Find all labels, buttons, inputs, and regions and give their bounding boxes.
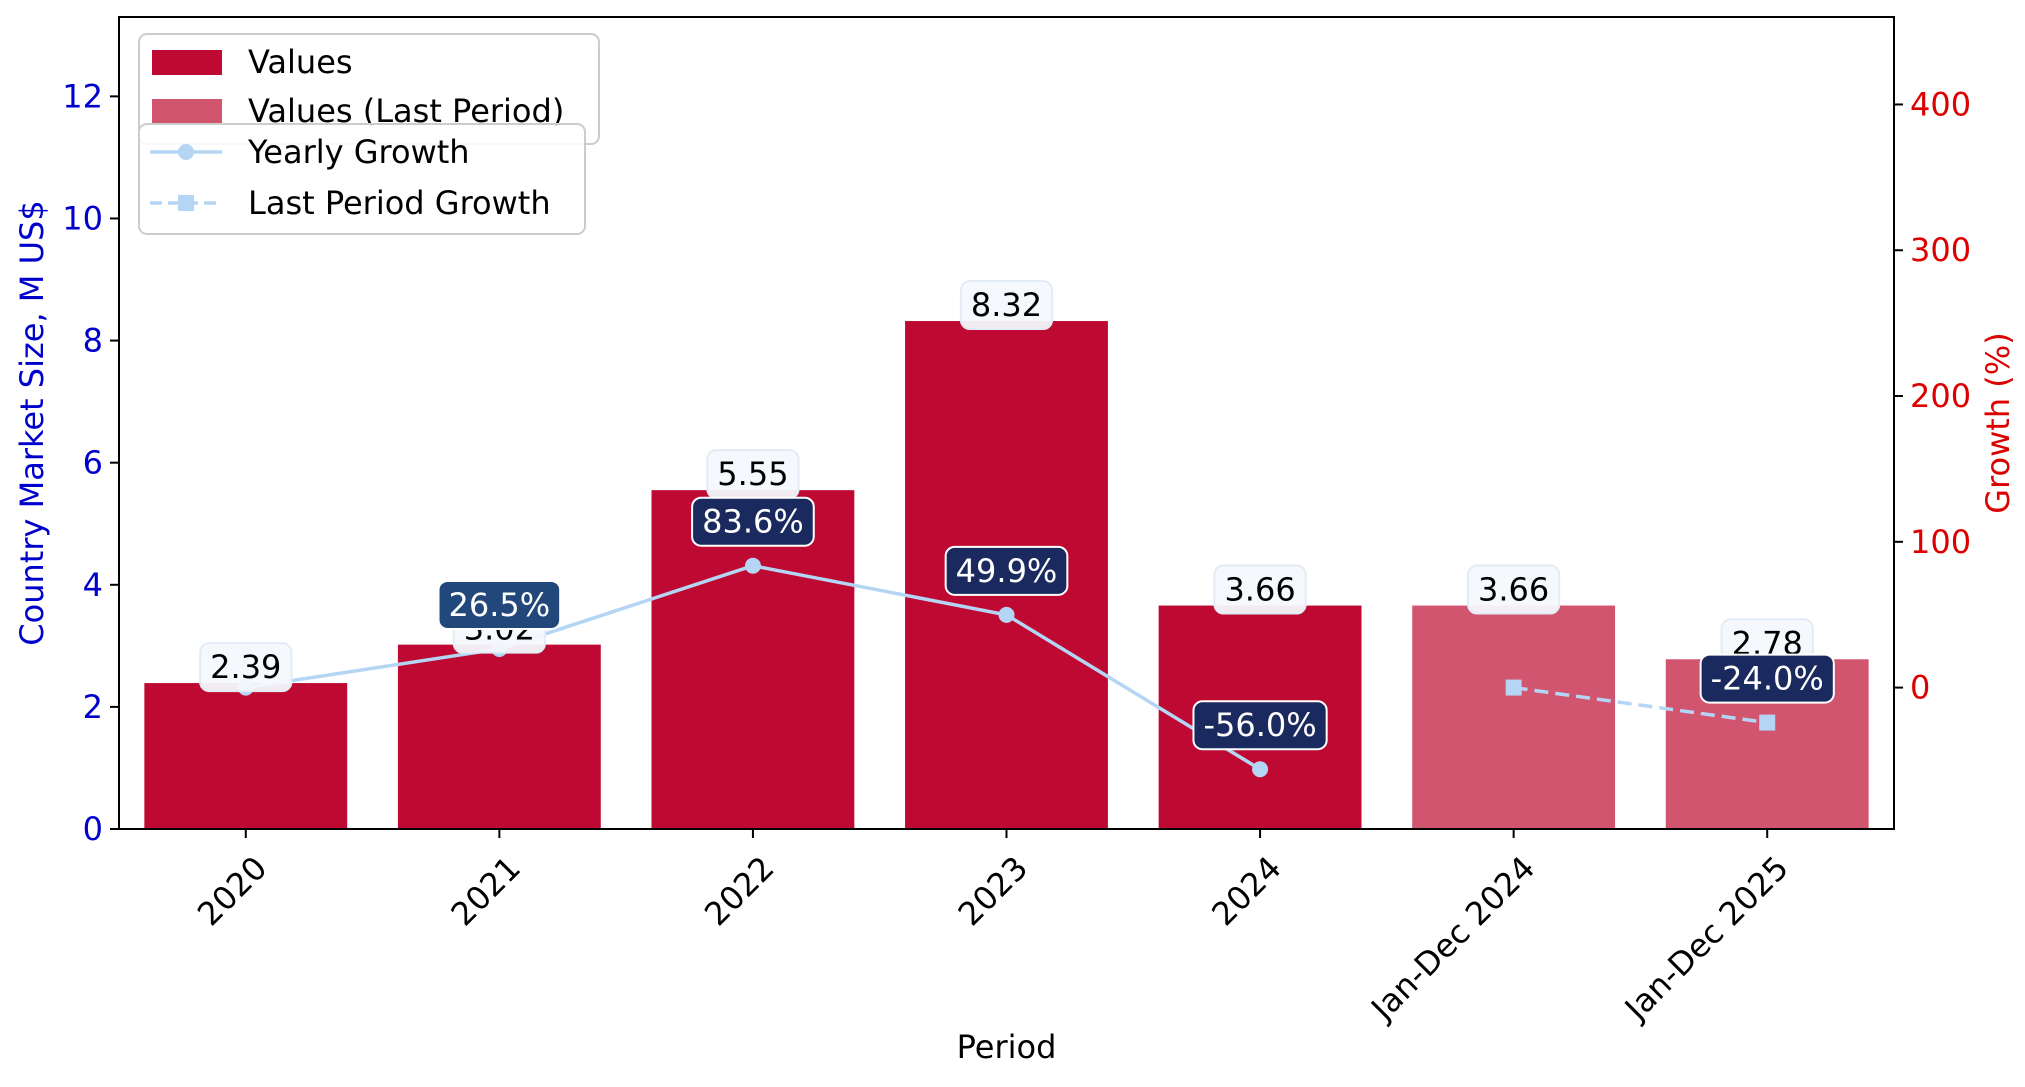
right-tick-label-200: 200 [1910,377,1971,415]
legend-label-values: Values [248,43,353,81]
legend-lines: Yearly Growth Last Period Growth [138,123,586,235]
growth-label-1: 26.5% [437,579,562,630]
bar-label-0-text: 2.39 [210,648,281,686]
bar-label-5: 3.66 [1467,564,1561,615]
legend-swatch-last-period [152,99,222,124]
left-tick-label-0: 0 [83,810,103,848]
bar-last-period-5 [1412,605,1616,829]
growth-label-3-text: 49.9% [956,552,1058,590]
right-axis-title: Growth (%) [1979,332,2017,513]
legend-marker-last-period-growth [178,195,194,211]
right-tick-label-100: 100 [1910,523,1971,561]
left-tick-label-2: 2 [83,688,103,726]
growth-label-3: 49.9% [944,545,1069,596]
bar-label-5-text: 3.66 [1478,571,1549,609]
left-tick-label-12: 12 [62,77,103,115]
growth-label-6-text: -24.0% [1711,660,1824,698]
data-labels-layer: 2.393.025.558.323.663.662.7826.5%83.6%49… [199,280,1835,751]
bar-label-0: 2.39 [199,642,293,693]
growth-label-2-box [691,496,815,547]
x-tick-label-4: 2024 [1204,849,1288,933]
left-tick-label-8: 8 [83,322,103,360]
legend-lines-box [138,123,586,235]
yearly-growth-point-3 [998,606,1015,623]
x-axis-title: Period [957,1028,1057,1066]
left-axis-title: Country Market Size, M US$ [13,200,51,645]
growth-label-1-box [437,579,562,630]
legend-label-last-period-growth: Last Period Growth [248,184,551,222]
left-tick-label-10: 10 [62,199,103,237]
bar-label-2-text: 5.55 [717,455,788,493]
bar-label-3-text: 8.32 [971,286,1042,324]
yearly-growth-point-2 [744,557,761,574]
last-period-growth-line [1513,685,1768,725]
right-tick-label-300: 300 [1910,231,1971,269]
bar-label-2: 5.55 [706,449,800,500]
last-period-growth-point-1 [1759,714,1776,731]
growth-label-4: -56.0% [1192,700,1328,751]
legend-swatch-values [152,50,222,75]
x-tick-label-3: 2023 [951,849,1035,933]
legend-marker-yearly-growth [178,144,194,160]
x-tick-label-6: Jan-Dec 2025 [1616,849,1796,1029]
left-tick-label-6: 6 [83,444,103,482]
bar-label-3-box [959,280,1054,331]
x-tick-label-0: 2020 [190,849,274,933]
bar-label-4: 3.66 [1213,564,1307,615]
right-tick-label-400: 400 [1910,85,1971,123]
x-tick-label-2: 2022 [697,849,781,933]
growth-label-1-text: 26.5% [449,586,551,624]
x-tick-label-5: Jan-Dec 2024 [1362,849,1542,1029]
bar-values-1 [397,644,601,829]
growth-label-4-text: -56.0% [1203,706,1316,744]
bar-label-5-box [1467,564,1561,615]
growth-label-3-box [944,545,1069,596]
growth-label-2-text: 83.6% [702,503,804,541]
growth-label-2: 83.6% [691,496,815,547]
x-tick-label-1: 2021 [444,849,528,933]
growth-label-6-box [1699,653,1835,704]
yearly-growth-point-4 [1252,761,1269,778]
right-tick-label-0: 0 [1910,669,1930,707]
left-tick-label-4: 4 [83,566,103,604]
last-period-growth-point-0 [1505,679,1522,696]
bar-label-4-box [1213,564,1307,615]
bar-label-0-box [199,642,293,693]
legend-label-yearly-growth: Yearly Growth [247,133,470,171]
growth-label-6: -24.0% [1699,653,1835,704]
bar-label-4-text: 3.66 [1224,571,1295,609]
bar-values-0 [144,683,348,829]
growth-label-4-box [1192,700,1328,751]
bar-label-3: 8.32 [959,280,1054,331]
